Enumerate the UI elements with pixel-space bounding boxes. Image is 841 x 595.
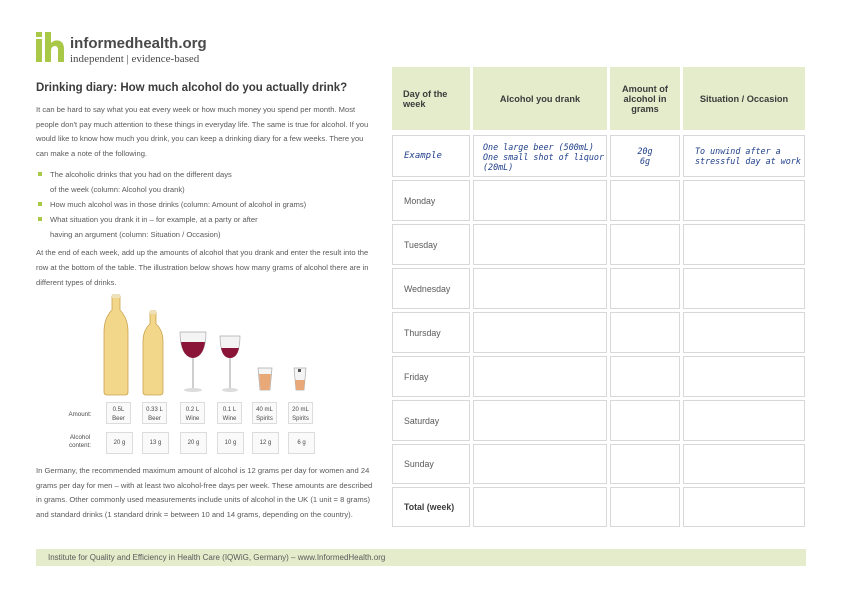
day-label-friday: Friday [392, 356, 470, 397]
bullet-square-icon [38, 172, 42, 177]
day-label-sunday: Sunday [392, 444, 470, 484]
thursday-amount-cell[interactable] [610, 312, 680, 353]
header-amount: Amount of alcohol in grams [610, 67, 680, 130]
saturday-situation-cell[interactable] [683, 400, 805, 441]
footer-text: Institute for Quality and Efficiency in … [48, 553, 386, 562]
beer-bottle-small-icon [142, 310, 164, 396]
day-label-tuesday: Tuesday [392, 224, 470, 265]
day-label-wednesday: Wednesday [392, 268, 470, 309]
day-label-monday: Monday [392, 180, 470, 221]
example-situation-cell[interactable]: To unwind after a stressful day at work [683, 135, 805, 177]
drink-amount-cell: 20 mL Spirits [288, 402, 313, 424]
example-amount-cell[interactable]: 20g 6g [610, 135, 680, 177]
bullet-text: having an argument (column: Situation / … [50, 230, 221, 240]
bullet-square-icon [38, 217, 42, 222]
monday-alcohol-cell[interactable] [473, 180, 607, 221]
bullet-square-icon [38, 202, 42, 207]
example-alcohol-cell[interactable]: One large beer (500mL) One small shot of … [473, 135, 607, 177]
logo-name: informedhealth.org [70, 35, 207, 52]
content-row-label: Alcohol content: [68, 434, 92, 449]
day-label-saturday: Saturday [392, 400, 470, 441]
recommendation-paragraph: In Germany, the recommended maximum amou… [36, 466, 373, 519]
monday-amount-cell[interactable] [610, 180, 680, 221]
drink-content-cell: 20 g [106, 432, 133, 454]
day-label-thursday: Thursday [392, 312, 470, 353]
bullet-list: The alcoholic drinks that you had on the… [36, 167, 376, 242]
total-label: Total (week) [392, 487, 470, 527]
footer: Institute for Quality and Efficiency in … [36, 549, 806, 566]
monday-situation-cell[interactable] [683, 180, 805, 221]
bullet-text: How much alcohol was in those drinks (co… [50, 200, 307, 210]
wine-glass-small-icon [219, 335, 241, 392]
spirits-glass-small-icon [293, 367, 307, 391]
thursday-situation-cell[interactable] [683, 312, 805, 353]
tuesday-alcohol-cell[interactable] [473, 224, 607, 265]
drinks-graphic [103, 294, 307, 396]
total-alcohol-cell[interactable] [473, 487, 607, 527]
wednesday-amount-cell[interactable] [610, 268, 680, 309]
tuesday-amount-cell[interactable] [610, 224, 680, 265]
ih-logo-icon [36, 32, 64, 62]
drink-content-cell: 13 g [142, 432, 169, 454]
friday-alcohol-cell[interactable] [473, 356, 607, 397]
drink-amount-cell: 40 mL Spirits [252, 402, 277, 424]
sunday-alcohol-cell[interactable] [473, 444, 607, 484]
header-alcohol: Alcohol you drank [473, 67, 607, 130]
wednesday-alcohol-cell[interactable] [473, 268, 607, 309]
drink-content-cell: 6 g [288, 432, 315, 454]
header-day: Day of the week [392, 67, 470, 130]
drink-amount-cell: 0.2 L Wine [180, 402, 205, 424]
page-title: Drinking diary: How much alcohol do you … [36, 82, 348, 94]
example-label: Example [392, 135, 470, 177]
bullet-text: The alcoholic drinks that you had on the… [50, 170, 232, 180]
saturday-amount-cell[interactable] [610, 400, 680, 441]
friday-amount-cell[interactable] [610, 356, 680, 397]
drink-amount-cell: 0.5L Beer [106, 402, 131, 424]
total-situation-cell[interactable] [683, 487, 805, 527]
header-situation: Situation / Occasion [683, 67, 805, 130]
bullet-item: The alcoholic drinks that you had on the… [36, 167, 376, 197]
friday-situation-cell[interactable] [683, 356, 805, 397]
saturday-alcohol-cell[interactable] [473, 400, 607, 441]
tuesday-situation-cell[interactable] [683, 224, 805, 265]
sunday-situation-cell[interactable] [683, 444, 805, 484]
spirits-glass-large-icon [257, 367, 273, 391]
drink-content-cell: 10 g [217, 432, 244, 454]
bullet-text: of the week (column: Alcohol you drank) [50, 185, 185, 195]
bullet-text: What situation you drank it in – for exa… [50, 215, 258, 225]
sunday-amount-cell[interactable] [610, 444, 680, 484]
beer-bottle-large-icon [103, 294, 129, 396]
wednesday-situation-cell[interactable] [683, 268, 805, 309]
drink-content-cell: 12 g [252, 432, 279, 454]
drink-amount-cell: 0.33 L Beer [142, 402, 167, 424]
drink-amount-cell: 0.1 L Wine [217, 402, 242, 424]
instructions-paragraph: At the end of each week, add up the amou… [36, 248, 369, 287]
bullet-item: How much alcohol was in those drinks (co… [36, 197, 376, 212]
thursday-alcohol-cell[interactable] [473, 312, 607, 353]
logo-tagline: independent | evidence-based [70, 53, 200, 65]
intro-paragraph: It can be hard to say what you eat every… [36, 105, 369, 158]
total-amount-cell[interactable] [610, 487, 680, 527]
drink-content-cell: 20 g [180, 432, 207, 454]
left-column: Drinking diary: How much alcohol do you … [36, 82, 376, 290]
amount-row-label: Amount: [68, 411, 92, 418]
bullet-item: What situation you drank it in – for exa… [36, 212, 376, 242]
wine-glass-large-icon [179, 331, 207, 392]
